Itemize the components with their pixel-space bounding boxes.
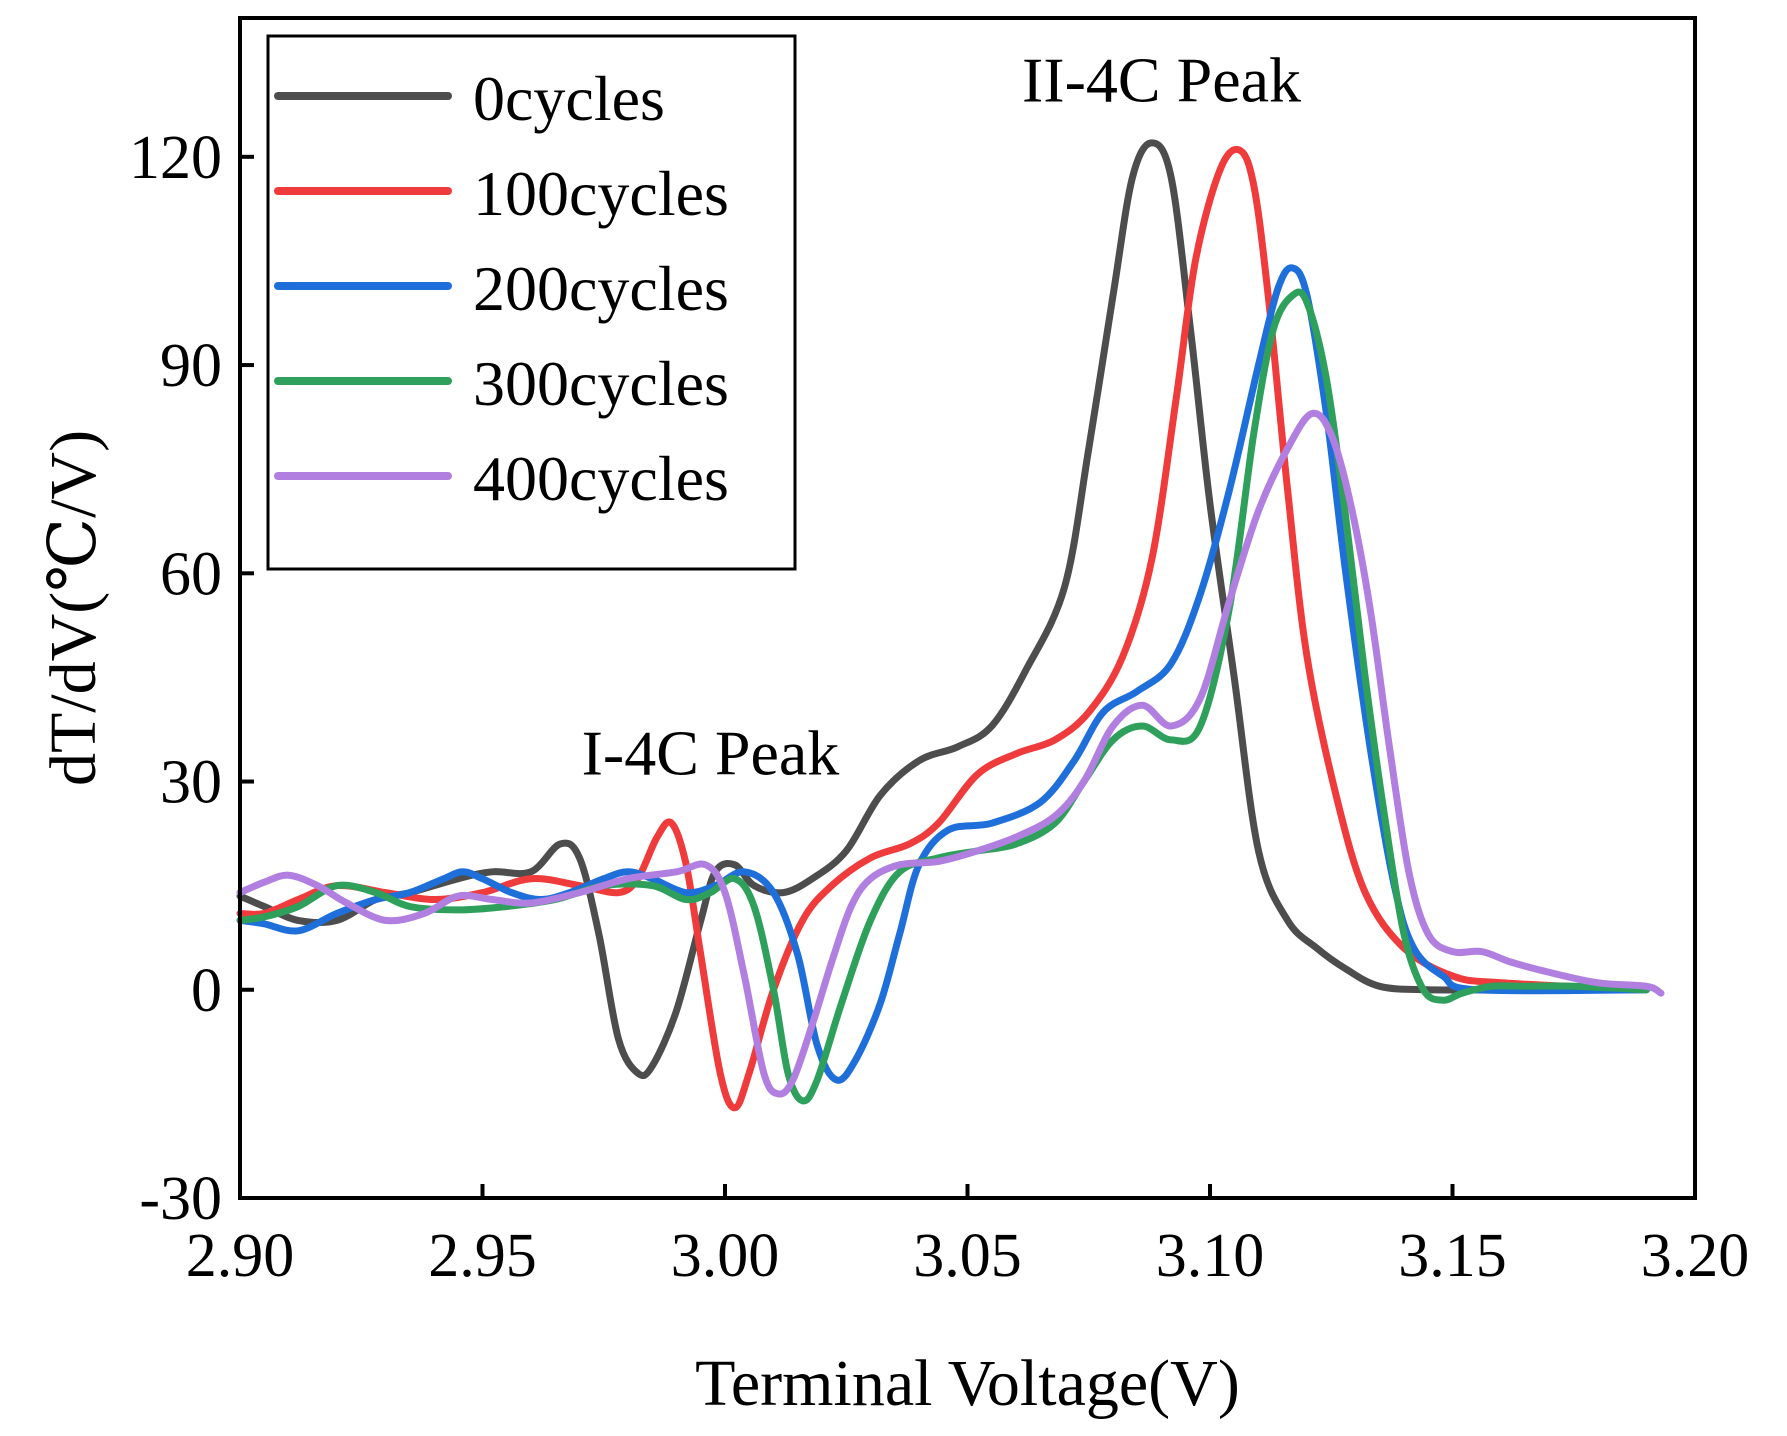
y-tick-label: 60 [160,540,222,608]
legend: 0cycles 100cycles 200cycles 300cycles 400cyc… [266,34,797,571]
y-tick-label: 120 [129,124,222,192]
x-tick-label: 3.20 [1641,1222,1750,1290]
legend-box [266,34,797,571]
y-tick-label: 90 [160,332,222,400]
series-line-200cycles [236,264,1650,1084]
legend-label-100cycles: 100cycles [473,158,729,229]
x-tick-label: 3.15 [1398,1222,1507,1290]
legend-label-200cycles: 200cycles [473,253,729,324]
legend-label-400cycles: 400cycles [473,443,729,514]
x-tick-label: 3.05 [913,1222,1022,1290]
series-layer [236,139,1665,1112]
y-tick-label: 0 [191,957,222,1025]
peak-annotation: I-4C Peak [582,718,840,789]
x-tick-label: 2.95 [428,1222,537,1290]
legend-label-0cycles: 0cycles [473,63,665,134]
peak-annotation: II-4C Peak [1022,44,1301,115]
y-tick-label: 30 [160,749,222,817]
legend-label-300cycles: 300cycles [473,348,729,419]
x-axis-title: Terminal Voltage(V) [695,1347,1240,1420]
x-tick-label: 3.00 [671,1222,780,1290]
annotations-layer: I-4C Peak II-4C Peak [582,44,1301,788]
series-line-400cycles [236,409,1665,1098]
y-axis-title: dT/dV(℃/V) [37,430,110,786]
x-tick-label: 3.10 [1156,1222,1265,1290]
series-line-0cycles [236,139,1650,1080]
y-tick-label: -30 [139,1165,222,1233]
x-tick-label: 2.90 [186,1222,295,1290]
ticks-layer: 2.90 2.95 3.00 3.05 3.10 3.15 3.20 -30 0 30 60 90 12… [129,124,1749,1290]
